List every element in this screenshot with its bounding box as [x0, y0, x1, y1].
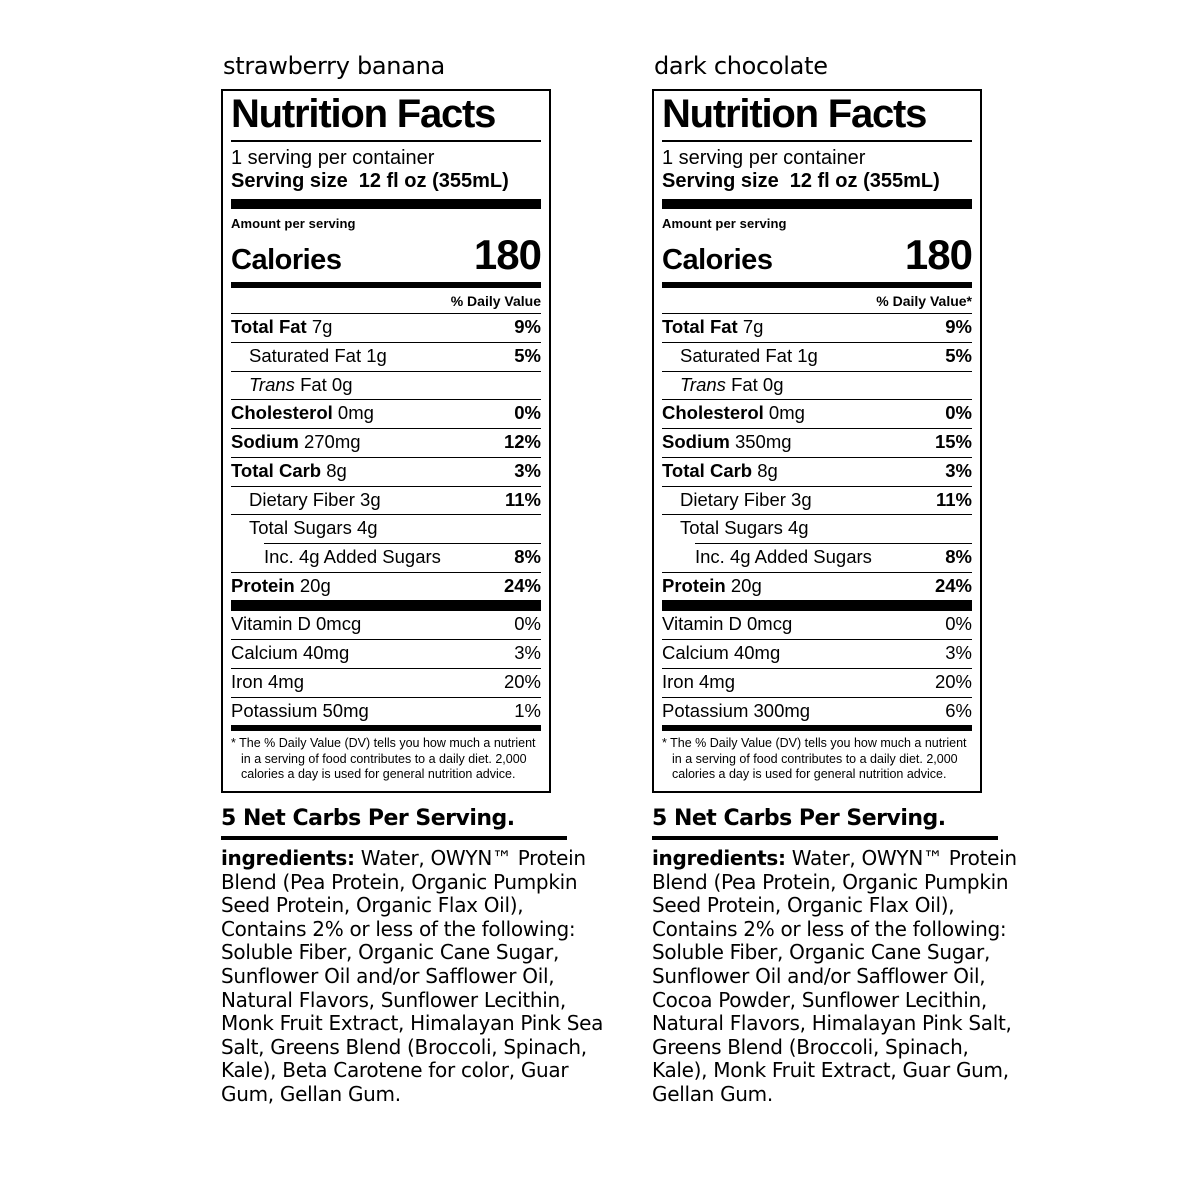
nutrient-row-saturated-fat: Saturated Fat 1g 5%: [662, 341, 972, 371]
nutrient-row-trans-fat: Trans Fat 0g: [662, 370, 972, 400]
nutrient-row-sodium: Sodium 350mg 15%: [662, 428, 972, 457]
divider-bar: [231, 600, 541, 612]
divider-bar: [231, 282, 541, 289]
net-carbs-underline: [652, 836, 998, 840]
flavor-title: dark chocolate: [654, 52, 828, 80]
serving-size-row: Serving size 12 fl oz (355mL): [662, 169, 972, 199]
divider-bar: [662, 725, 972, 732]
vitamin-row-vitamin-d: Vitamin D 0mcg 0%: [231, 613, 541, 635]
nutrition-facts-title: Nutrition Facts: [662, 91, 972, 142]
daily-value-header: % Daily Value*: [876, 293, 972, 310]
daily-value-header: % Daily Value: [450, 293, 541, 310]
nutrition-facts-panel: Nutrition Facts 1 serving per container …: [221, 89, 551, 793]
divider-bar: [231, 725, 541, 732]
nutrient-row-total-sugars: Total Sugars 4g: [662, 514, 972, 543]
serving-size-row: Serving size 12 fl oz (355mL): [231, 169, 541, 199]
calories-label: Calories: [662, 244, 773, 277]
nutrient-row-added-sugars: Inc. 4g Added Sugars 8%: [695, 542, 972, 572]
nutrient-row-total-fat: Total Fat 7g 9%: [662, 313, 972, 342]
nutrient-row-trans-fat: Trans Fat 0g: [231, 370, 541, 400]
divider-bar: [662, 600, 972, 612]
net-carbs-heading: 5 Net Carbs Per Serving.: [652, 806, 946, 831]
daily-value-footnote: * The % Daily Value (DV) tells you how m…: [231, 736, 536, 781]
net-carbs-underline: [221, 836, 567, 840]
nutrient-row-dietary-fiber: Dietary Fiber 3g 11%: [231, 485, 541, 515]
divider-bar: [231, 199, 541, 210]
calories-value: 180: [904, 231, 973, 279]
calories-label: Calories: [231, 244, 342, 277]
flavor-title: strawberry banana: [223, 52, 445, 80]
label-column-dark-chocolate: dark chocolate Nutrition Facts 1 serving…: [652, 52, 1044, 1107]
label-column-strawberry-banana: strawberry banana Nutrition Facts 1 serv…: [221, 52, 613, 1107]
serving-size-label: Serving size: [231, 170, 348, 193]
vitamin-row-potassium: Potassium 50mg 1%: [231, 696, 541, 726]
nutrient-row-cholesterol: Cholesterol 0mg 0%: [662, 399, 972, 428]
nutrient-row-added-sugars: Inc. 4g Added Sugars 8%: [264, 542, 541, 572]
daily-value-footnote: * The % Daily Value (DV) tells you how m…: [662, 736, 967, 781]
ingredients-label: ingredients:: [652, 846, 786, 870]
nutrient-row-cholesterol: Cholesterol 0mg 0%: [231, 399, 541, 428]
ingredients-text: Water, OWYN™ Protein Blend (Pea Protein,…: [221, 846, 604, 1106]
calories-row: Calories 180: [231, 231, 542, 282]
vitamin-row-calcium: Calcium 40mg 3%: [662, 639, 972, 668]
vitamin-row-iron: Iron 4mg 20%: [231, 667, 541, 697]
calories-row: Calories 180: [662, 231, 973, 282]
nutrition-facts-panel: Nutrition Facts 1 serving per container …: [652, 89, 982, 793]
calories-value: 180: [473, 231, 542, 279]
vitamin-row-vitamin-d: Vitamin D 0mcg 0%: [662, 613, 972, 635]
ingredients-text: Water, OWYN™ Protein Blend (Pea Protein,…: [652, 846, 1017, 1106]
nutrient-row-sodium: Sodium 270mg 12%: [231, 428, 541, 457]
nutrient-row-protein: Protein 20g 24%: [231, 571, 541, 601]
amount-per-serving-label: Amount per serving: [662, 216, 787, 232]
nutrition-facts-title: Nutrition Facts: [231, 91, 541, 142]
nutrient-row-total-carb: Total Carb 8g 3%: [662, 456, 972, 486]
nutrient-row-total-fat: Total Fat 7g 9%: [231, 313, 541, 342]
vitamin-row-iron: Iron 4mg 20%: [662, 667, 972, 697]
servings-per-container: 1 serving per container: [662, 146, 866, 169]
serving-size-value: 12 fl oz (355mL): [358, 170, 509, 193]
ingredients-label: ingredients:: [221, 846, 355, 870]
nutrient-row-dietary-fiber: Dietary Fiber 3g 11%: [662, 485, 972, 515]
serving-size-label: Serving size: [662, 170, 779, 193]
nutrient-row-total-carb: Total Carb 8g 3%: [231, 456, 541, 486]
divider-bar: [662, 282, 972, 289]
servings-per-container: 1 serving per container: [231, 146, 435, 169]
divider-bar: [662, 199, 972, 210]
serving-size-value: 12 fl oz (355mL): [789, 170, 940, 193]
vitamin-row-calcium: Calcium 40mg 3%: [231, 639, 541, 668]
nutrient-row-total-sugars: Total Sugars 4g: [231, 514, 541, 543]
ingredients-paragraph: ingredients: Water, OWYN™ Protein Blend …: [221, 846, 613, 1107]
nutrient-row-protein: Protein 20g 24%: [662, 571, 972, 601]
net-carbs-heading: 5 Net Carbs Per Serving.: [221, 806, 515, 831]
vitamin-row-potassium: Potassium 300mg 6%: [662, 696, 972, 726]
ingredients-paragraph: ingredients: Water, OWYN™ Protein Blend …: [652, 846, 1022, 1107]
amount-per-serving-label: Amount per serving: [231, 216, 356, 232]
nutrient-row-saturated-fat: Saturated Fat 1g 5%: [231, 341, 541, 371]
